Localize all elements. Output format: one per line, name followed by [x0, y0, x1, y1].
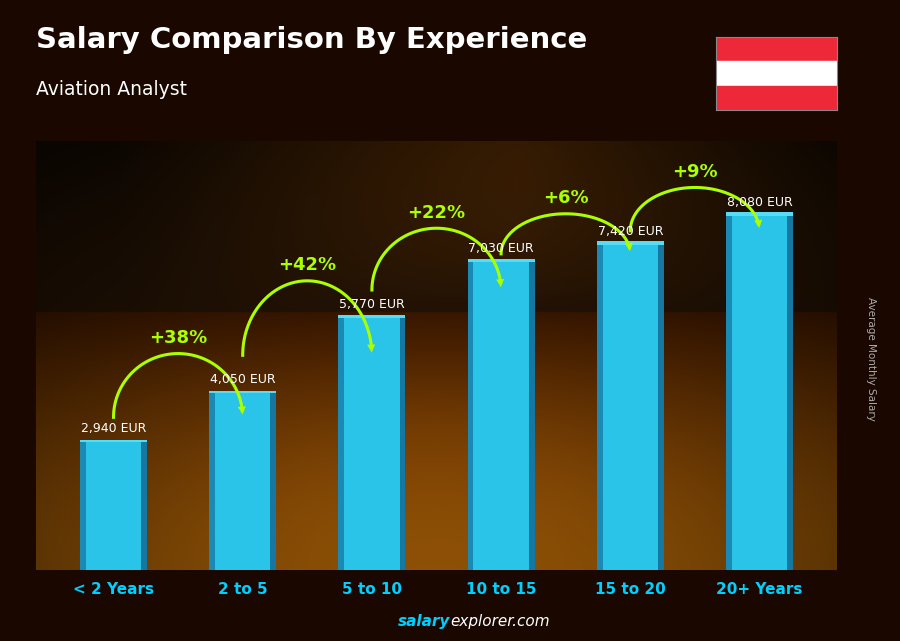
- Polygon shape: [338, 318, 344, 570]
- Bar: [716, 37, 837, 61]
- Polygon shape: [400, 318, 406, 570]
- Polygon shape: [467, 262, 473, 570]
- Text: 4,050 EUR: 4,050 EUR: [210, 373, 275, 386]
- Text: +6%: +6%: [543, 189, 589, 207]
- Text: +38%: +38%: [149, 329, 207, 347]
- Bar: [716, 86, 837, 110]
- Text: salary: salary: [398, 615, 450, 629]
- Bar: [597, 246, 664, 570]
- Text: 8,080 EUR: 8,080 EUR: [726, 196, 792, 210]
- Text: 7,420 EUR: 7,420 EUR: [598, 225, 663, 238]
- Bar: [338, 315, 406, 318]
- Bar: [209, 391, 276, 393]
- Text: Salary Comparison By Experience: Salary Comparison By Experience: [36, 26, 587, 54]
- Text: explorer.com: explorer.com: [450, 615, 550, 629]
- Polygon shape: [788, 217, 793, 570]
- Bar: [80, 442, 147, 570]
- Text: Aviation Analyst: Aviation Analyst: [36, 80, 187, 99]
- Polygon shape: [141, 442, 147, 570]
- Text: 5,770 EUR: 5,770 EUR: [339, 297, 405, 311]
- Polygon shape: [726, 217, 732, 570]
- Bar: [726, 217, 793, 570]
- Bar: [467, 259, 535, 262]
- Bar: [726, 212, 793, 217]
- Text: +42%: +42%: [278, 256, 337, 274]
- Text: +9%: +9%: [672, 163, 717, 181]
- Polygon shape: [80, 442, 86, 570]
- Polygon shape: [271, 393, 276, 570]
- Polygon shape: [658, 246, 664, 570]
- Bar: [80, 440, 147, 442]
- Polygon shape: [209, 393, 215, 570]
- Text: 7,030 EUR: 7,030 EUR: [468, 242, 534, 255]
- Polygon shape: [597, 246, 602, 570]
- Text: Average Monthly Salary: Average Monthly Salary: [866, 297, 877, 421]
- Text: 2,940 EUR: 2,940 EUR: [81, 422, 146, 435]
- Bar: [338, 318, 406, 570]
- Bar: [716, 61, 837, 86]
- Bar: [597, 242, 664, 246]
- Text: +22%: +22%: [408, 204, 465, 222]
- Bar: [467, 262, 535, 570]
- Bar: [209, 393, 276, 570]
- Polygon shape: [529, 262, 535, 570]
